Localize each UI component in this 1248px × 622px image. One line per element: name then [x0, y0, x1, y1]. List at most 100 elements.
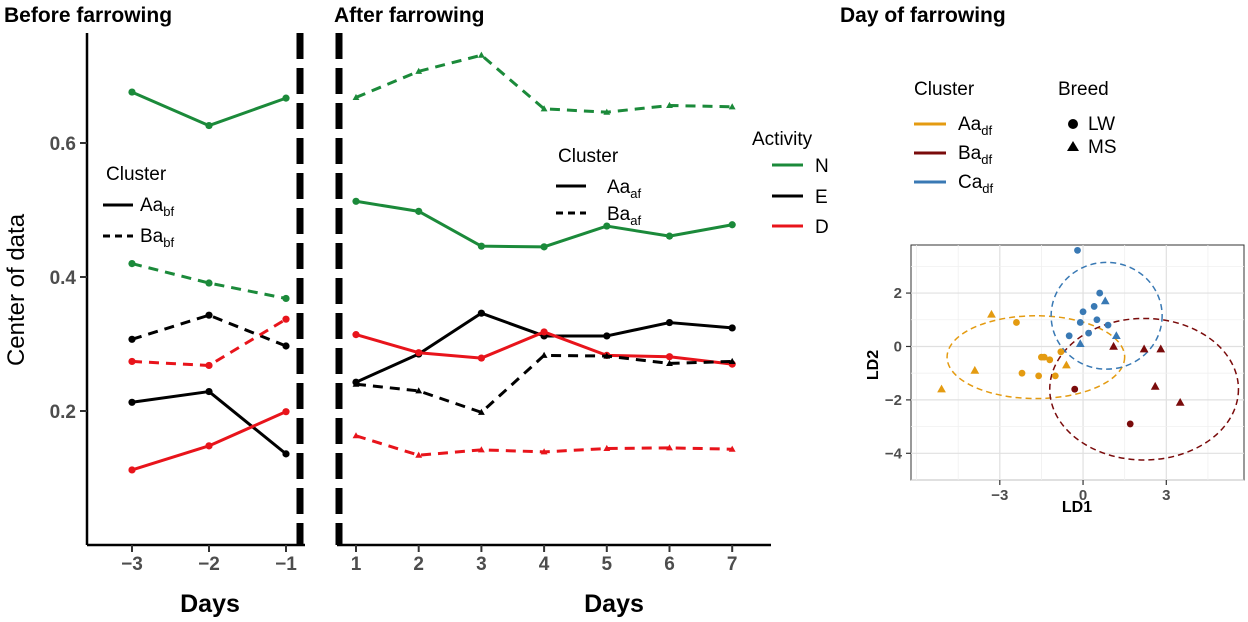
lda-point-ca_df — [1090, 303, 1098, 310]
before-point — [282, 408, 290, 416]
before-point — [205, 279, 213, 287]
lda-point-ca_df — [1104, 321, 1112, 329]
after-point — [415, 451, 423, 458]
lda-breed-legend-title: Breed — [1058, 79, 1109, 100]
lda-point-aa_df — [1013, 319, 1020, 326]
lda-point-ca_df — [1085, 329, 1092, 337]
after-point — [540, 328, 548, 336]
after-series-N-aa_af — [355, 199, 733, 249]
before-legend-aa: Aabf — [140, 195, 174, 219]
lda-legend-ba: Badf — [958, 143, 992, 167]
activity-legend: Activity N E D — [752, 129, 829, 238]
before-point — [205, 121, 213, 130]
after-point — [415, 67, 423, 74]
after-farrowing-plot: 1 2 3 4 5 6 7 — [351, 51, 738, 575]
lda-cluster-legend-title: Cluster — [914, 79, 975, 100]
before-series-D-ba_bf — [131, 317, 287, 367]
lda-x-axis-title: LD1 — [1062, 499, 1092, 516]
after-point — [728, 324, 736, 332]
after-x-tick-label: 6 — [664, 554, 675, 575]
lda-scatter-plot: −3 0 3 −4 −2 0 2 — [885, 245, 1244, 504]
after-x-tick-label: 5 — [602, 554, 613, 575]
lda-point-ba_df — [1175, 397, 1185, 406]
lda-point-ba_df — [1126, 420, 1134, 428]
after-point — [477, 408, 485, 415]
lda-y-tick-label: −4 — [885, 445, 903, 462]
lda-point-aa_df — [1051, 372, 1059, 380]
lda-point-aa_df — [1062, 360, 1071, 369]
after-point — [603, 108, 611, 115]
y-tick-label: 0.2 — [50, 402, 76, 423]
before-cluster-legend-title: Cluster — [106, 164, 167, 185]
after-point — [728, 103, 736, 110]
lda-y-tick-label: 2 — [894, 285, 902, 302]
after-point — [665, 232, 674, 240]
lda-point-ca_df — [1100, 296, 1110, 305]
activity-legend-d: D — [815, 217, 829, 238]
after-point — [666, 444, 673, 451]
after-farrowing-title: After farrowing — [334, 4, 485, 27]
middle-x-axis-title: Days — [584, 590, 644, 618]
lda-cluster-legend: Cluster Aadf Badf Cadf — [914, 79, 994, 196]
lda-point-aa_df — [937, 384, 946, 393]
activity-legend-e: E — [815, 187, 828, 208]
after-series-E-ba_af — [355, 353, 733, 414]
after-point — [603, 444, 611, 452]
after-x-tick-label: 7 — [727, 554, 738, 575]
lda-point-ca_df — [1111, 331, 1121, 340]
after-point — [415, 207, 423, 215]
before-x-tick-label: −3 — [121, 554, 143, 575]
lda-panel-frame — [910, 244, 1245, 481]
after-point — [603, 222, 611, 230]
activity-legend-title: Activity — [752, 129, 813, 150]
lda-point-aa_df — [1040, 353, 1048, 361]
after-point — [477, 446, 485, 453]
lda-point-ca_df — [1079, 308, 1087, 316]
before-point — [282, 294, 290, 303]
before-point — [128, 398, 136, 406]
lda-ellipse-ca_df — [1050, 261, 1163, 370]
lda-point-ca_df — [1075, 339, 1085, 348]
lda-legend-ms: MS — [1088, 137, 1117, 158]
lda-point-ba_df — [1156, 344, 1166, 353]
after-point — [665, 353, 674, 361]
after-legend-aa: Aaaf — [607, 177, 641, 201]
lda-point-ba_df — [1071, 385, 1079, 393]
lda-point-ca_df — [1074, 246, 1081, 254]
lda-ellipse-aa_df — [946, 315, 1126, 400]
y-tick-label: 0.4 — [50, 268, 77, 289]
lda-point-ca_df — [1096, 289, 1104, 297]
after-x-tick-label: 2 — [413, 554, 424, 575]
after-x-tick-label: 1 — [351, 554, 362, 575]
before-cluster-legend: Cluster Aabf Babf — [103, 164, 174, 250]
lda-point-ca_df — [1065, 332, 1073, 340]
after-point — [666, 359, 673, 366]
after-legend-ba: Baaf — [607, 204, 641, 228]
lda-legend-ms-key — [1067, 141, 1079, 151]
y-tick-label: 0.6 — [50, 134, 76, 155]
after-point — [352, 331, 360, 339]
after-point — [477, 309, 485, 317]
y-axis-label: Center of data — [3, 213, 30, 366]
before-point — [128, 335, 136, 343]
before-legend-ba: Babf — [140, 226, 174, 250]
after-point — [540, 105, 548, 112]
lda-legend-lw: LW — [1088, 114, 1115, 135]
lda-point-aa_df — [970, 365, 980, 374]
after-point — [665, 318, 674, 327]
before-point — [128, 260, 136, 268]
before-x-tick-label: −1 — [275, 554, 297, 575]
before-point — [282, 315, 290, 323]
before-point — [205, 311, 213, 319]
after-x-tick-label: 4 — [539, 554, 550, 575]
lda-legend-aa: Aadf — [958, 114, 992, 138]
after-point — [540, 351, 548, 358]
before-point — [128, 357, 136, 366]
lda-x-tick-label: 3 — [1162, 487, 1170, 504]
lda-y-tick-label: 0 — [894, 338, 902, 355]
after-cluster-legend: Cluster Aaaf Baaf — [556, 146, 641, 228]
after-point — [603, 352, 611, 359]
lda-point-ba_df — [1139, 344, 1149, 353]
left-x-axis-title: Days — [180, 590, 240, 618]
